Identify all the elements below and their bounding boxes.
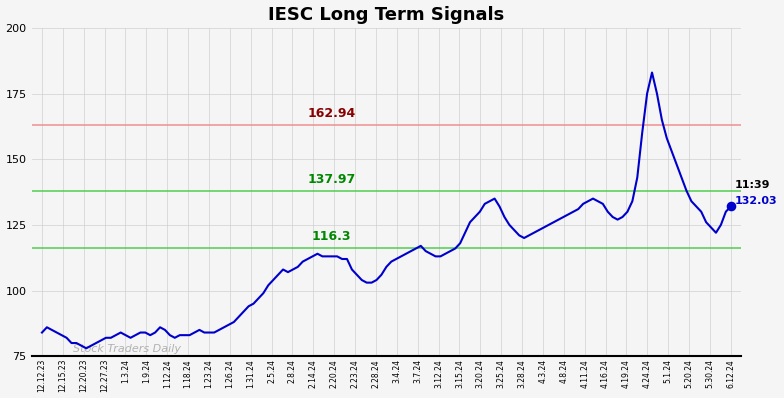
Text: 132.03: 132.03 bbox=[735, 196, 778, 206]
Text: 11:39: 11:39 bbox=[735, 180, 771, 190]
Title: IESC Long Term Signals: IESC Long Term Signals bbox=[268, 6, 504, 23]
Text: 162.94: 162.94 bbox=[307, 107, 355, 120]
Text: Stock Traders Daily: Stock Traders Daily bbox=[73, 344, 181, 354]
Text: 137.97: 137.97 bbox=[307, 173, 355, 186]
Point bbox=[724, 203, 737, 210]
Text: 116.3: 116.3 bbox=[311, 230, 351, 243]
